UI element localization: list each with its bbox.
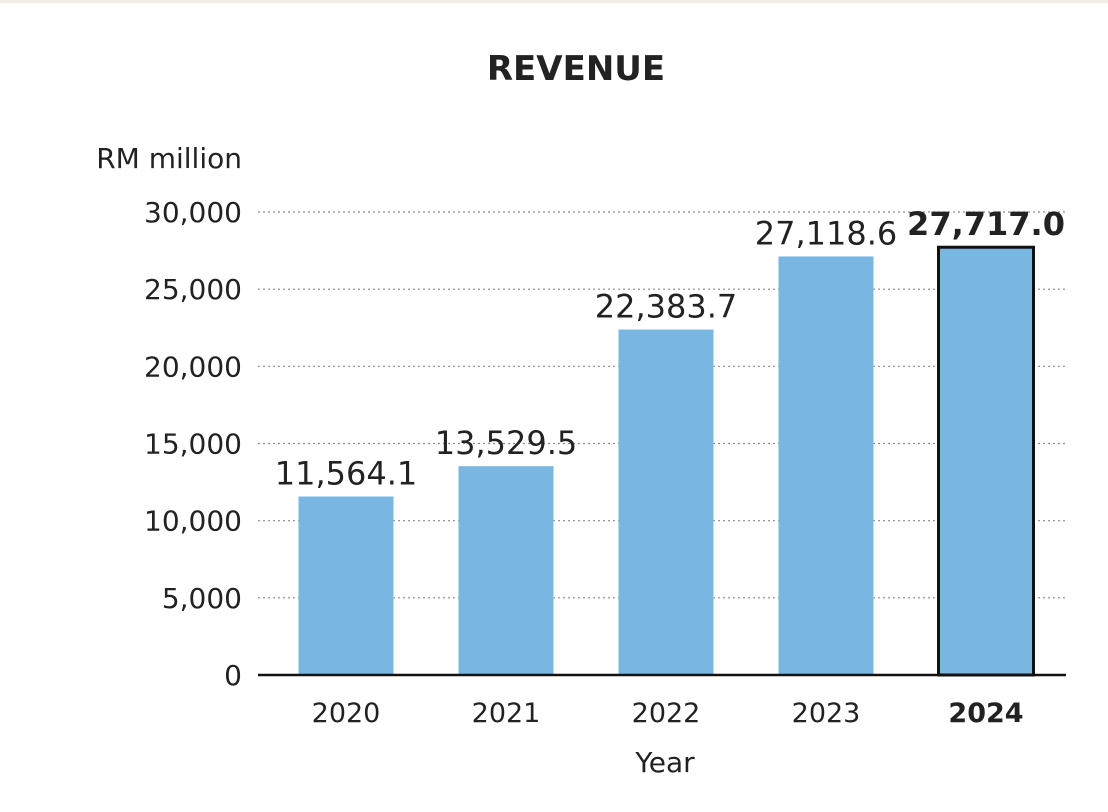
y-tick-label: 15,000 [144, 428, 242, 461]
y-tick-label: 25,000 [144, 273, 242, 306]
bars [298, 245, 1035, 677]
bar-2020 [298, 496, 394, 675]
x-tick-label-2020: 2020 [312, 698, 381, 729]
value-label-2021: 13,529.5 [435, 424, 578, 462]
y-tick-label: 20,000 [144, 350, 242, 383]
y-axis-unit-label: RM million [96, 142, 242, 175]
x-axis-label: Year [634, 746, 695, 779]
bar-2022 [618, 329, 714, 675]
y-axis-ticks: 0 5,000 10,000 15,000 20,000 25,000 30,000 [144, 196, 242, 692]
x-tick-label-2021: 2021 [472, 698, 541, 729]
top-rule [0, 0, 1108, 3]
value-labels: 11,564.1 13,529.5 22,383.7 27,118.6 27,717.0 [275, 205, 1065, 492]
bar-2024 [937, 245, 1035, 677]
chart-title: REVENUE [487, 49, 665, 89]
bar-2023 [778, 256, 874, 675]
value-label-2020: 11,564.1 [275, 455, 418, 493]
y-tick-label: 0 [224, 659, 242, 692]
x-tick-label-2024: 2024 [948, 698, 1023, 729]
y-tick-label: 10,000 [144, 505, 242, 538]
value-label-2022: 22,383.7 [595, 288, 738, 326]
y-tick-label: 30,000 [144, 196, 242, 229]
x-tick-label-2023: 2023 [792, 698, 861, 729]
bar-2021 [458, 466, 554, 675]
x-tick-label-2022: 2022 [632, 698, 701, 729]
x-axis-ticks: 2020 2021 2022 2023 2024 [312, 698, 1024, 729]
y-tick-label: 5,000 [162, 582, 242, 615]
value-label-2024: 27,717.0 [907, 205, 1065, 243]
value-label-2023: 27,118.6 [755, 214, 898, 252]
